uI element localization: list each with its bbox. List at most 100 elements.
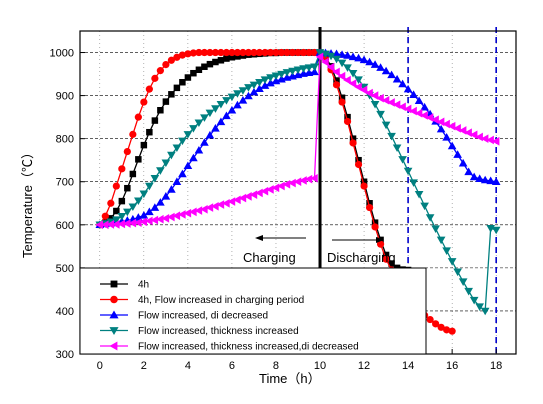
data-point-2-17 [189,49,198,57]
data-point-5-38 [304,174,313,184]
data-point-4-50 [370,100,380,109]
data-point-2-19 [200,48,209,57]
data-point-2-28 [250,48,258,57]
data-point-4-13 [167,151,176,160]
data-point-3-9 [145,207,154,216]
data-point-1-20 [206,60,214,68]
data-point-4-29 [255,79,264,87]
data-point-5-20 [205,203,214,212]
data-point-4-68 [469,296,479,305]
data-point-5-50 [370,91,379,100]
data-point-5-5 [123,219,131,228]
data-point-4-56 [403,167,413,176]
data-point-5-43 [332,67,340,77]
data-point-2-45 [343,117,352,126]
data-point-4-48 [359,83,369,92]
data-point-3-12 [161,192,171,200]
data-point-4-3 [112,216,121,224]
x-tick-label-18: 18 [490,360,502,372]
data-point-4-36 [293,66,303,75]
data-point-2-51 [376,240,385,248]
data-point-5-4 [117,219,126,229]
data-point-5-11 [156,214,164,224]
data-point-5-28 [249,190,258,199]
data-point-4-72 [491,226,501,235]
data-point-2-34 [283,48,291,57]
data-point-5-45 [343,75,351,85]
data-point-1-7 [135,156,142,163]
data-point-1-21 [212,58,219,66]
data-point-5-21 [211,201,219,211]
data-point-5-26 [238,193,247,203]
data-point-2-7 [134,113,142,121]
charging-arrowhead [255,235,263,241]
data-point-3-51 [376,63,385,71]
data-point-4-25 [233,90,242,98]
data-point-1-45 [344,113,351,121]
data-point-5-9 [145,216,153,226]
data-point-4-67 [464,287,473,296]
data-point-2-29 [255,48,264,57]
data-point-5-34 [282,179,291,189]
data-point-4-64 [447,258,457,266]
data-point-1-4 [118,197,126,205]
data-point-2-10 [151,74,159,82]
data-point-5-24 [227,197,236,206]
data-point-2-62 [437,323,445,331]
x-tick-label-8: 8 [273,360,279,372]
data-point-3-22 [216,117,226,126]
data-point-3-54 [392,74,402,83]
data-point-3-31 [266,78,275,87]
data-point-1-43 [333,77,340,84]
data-point-5-32 [271,183,280,193]
legend: 4h 4h, Flow increased in charging period F… [79,267,427,355]
data-point-2-61 [432,320,440,328]
data-point-2-52 [382,255,390,263]
data-point-5-49 [365,88,373,98]
data-point-5-69 [475,132,483,142]
series-5 [95,52,500,230]
data-point-3-28 [249,87,259,96]
data-point-2-50 [371,223,379,231]
data-point-5-23 [222,198,230,208]
data-point-2-18 [195,48,203,57]
x-tick-label-0: 0 [97,360,103,372]
data-point-3-69 [475,174,484,182]
data-point-2-36 [294,48,302,57]
y-tick-label-500: 500 [56,263,74,275]
data-point-3-63 [442,133,451,141]
data-point-3-29 [255,84,264,92]
y-tick-label-400: 400 [56,306,74,318]
legend-item-1: 4h [100,280,149,291]
x-tick-label-16: 16 [446,360,458,372]
data-point-4-19 [200,114,209,122]
data-point-4-11 [156,167,165,175]
data-point-5-14 [172,211,181,221]
legend-marker-1 [110,280,118,288]
data-point-1-12 [162,98,170,105]
data-point-2-47 [354,160,363,169]
data-point-2-12 [162,60,170,69]
data-point-3-16 [183,161,193,170]
legend-label-3: Flow increased, di decreased [138,311,268,322]
data-point-1-23 [223,55,230,62]
data-point-4-63 [442,247,451,255]
data-point-2-1 [101,212,109,220]
data-point-4-54 [392,144,402,153]
data-point-4-34 [282,69,292,77]
data-point-4-9 [145,182,154,191]
legend-item-2: 4h, Flow increased in charging period [100,295,304,306]
data-point-3-25 [233,100,242,109]
x-tick-label-14: 14 [402,360,414,372]
data-point-5-35 [288,178,296,188]
data-point-5-13 [167,212,175,222]
data-point-5-25 [233,195,241,205]
x-axis-title: Time（h） [259,371,321,386]
data-point-1-3 [113,207,120,215]
data-point-2-60 [426,315,434,324]
data-point-3-8 [139,211,149,219]
data-point-4-37 [299,65,308,73]
data-point-3-68 [469,172,479,181]
data-point-5-6 [128,218,137,228]
y-tick-label-900: 900 [56,91,74,103]
